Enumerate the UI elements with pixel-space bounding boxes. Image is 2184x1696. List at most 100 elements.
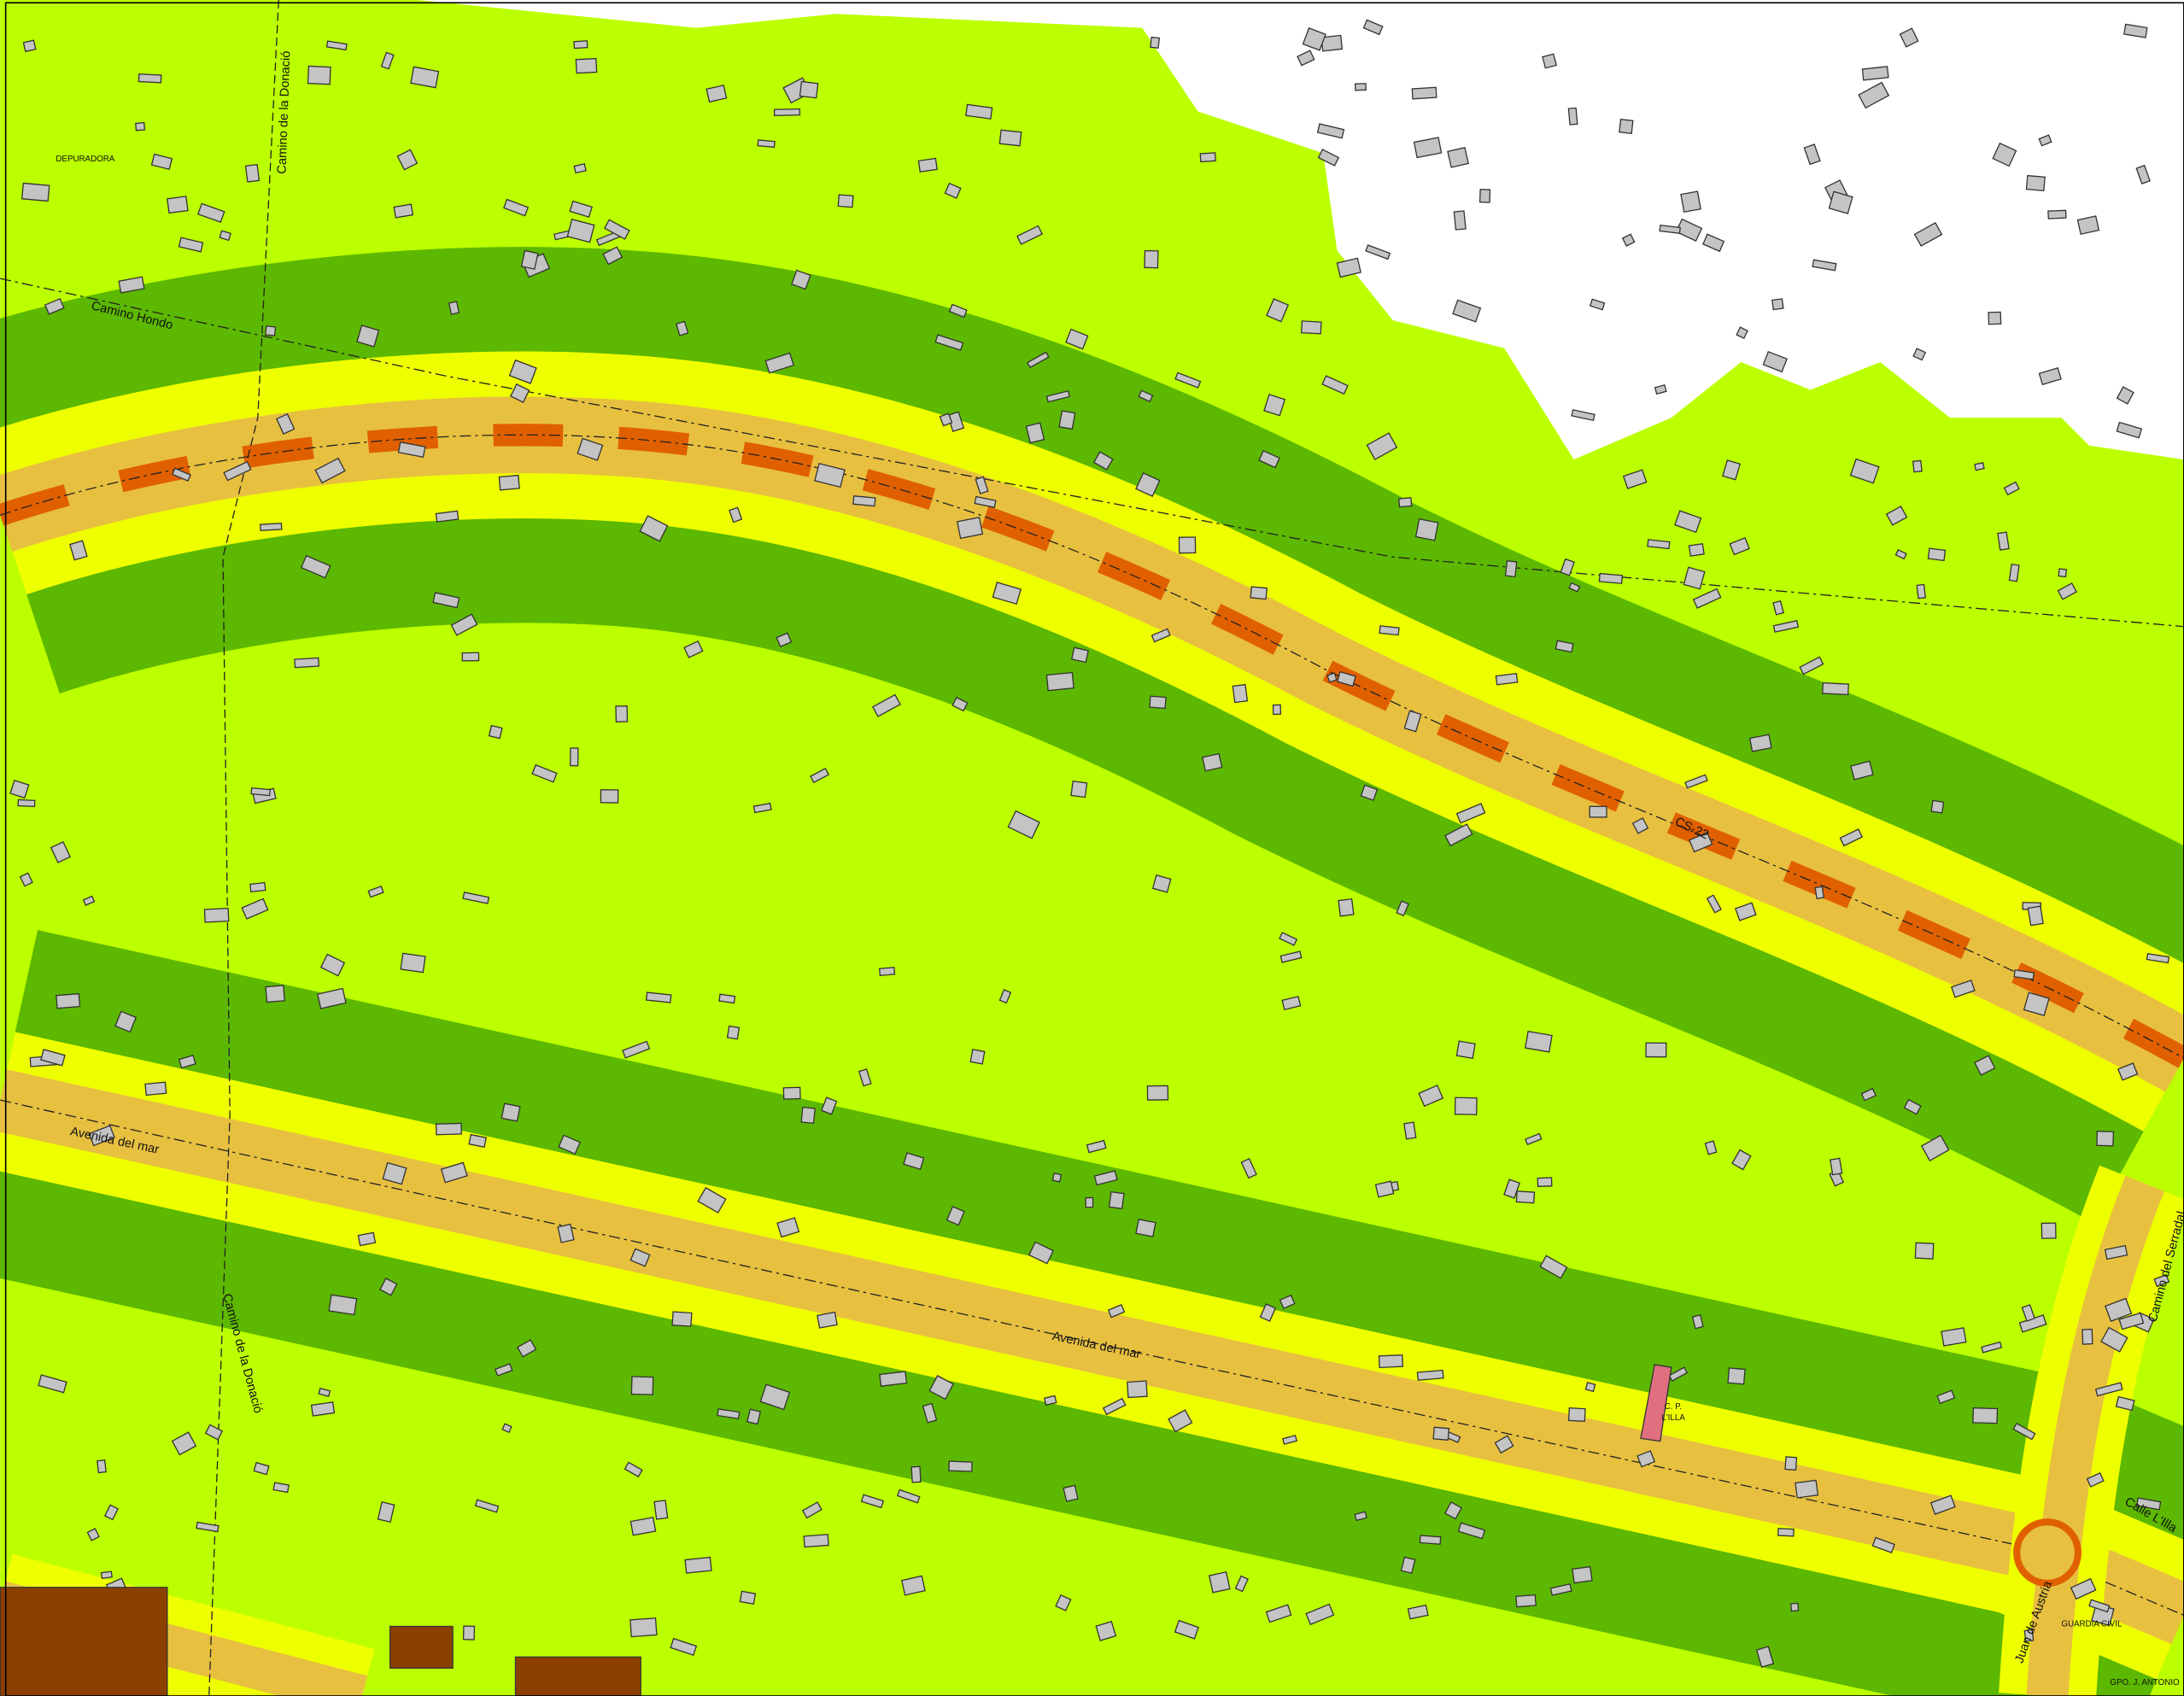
building [69, 540, 88, 561]
building [1668, 1366, 1689, 1382]
building [1144, 249, 1159, 269]
building [1051, 1173, 1063, 1183]
path [0, 278, 2184, 628]
building [56, 992, 81, 1009]
building [357, 1231, 377, 1247]
building [1930, 799, 1945, 814]
building [377, 1501, 395, 1523]
building [2047, 209, 2067, 219]
building [974, 495, 997, 508]
building [1992, 142, 2017, 167]
building [1443, 1501, 1463, 1520]
building [310, 1401, 336, 1417]
building [1317, 149, 1340, 167]
building [203, 907, 230, 923]
building [1731, 1149, 1752, 1171]
building [1326, 672, 1338, 683]
building [501, 1102, 521, 1122]
building [1688, 832, 1713, 853]
building [86, 1528, 100, 1541]
building [2116, 421, 2143, 439]
building [508, 359, 537, 384]
building [557, 1223, 575, 1243]
building [2086, 1471, 2105, 1488]
building [1504, 560, 1518, 578]
building [2116, 386, 2134, 405]
building [462, 892, 490, 904]
building [1444, 823, 1473, 847]
building [1027, 351, 1050, 369]
building [718, 993, 736, 1004]
building [1250, 586, 1268, 600]
building [799, 80, 819, 99]
building [1637, 1450, 1656, 1468]
building [1549, 1583, 1572, 1596]
building [1378, 1354, 1403, 1369]
building [1729, 536, 1750, 556]
building [1432, 1426, 1450, 1441]
building [328, 1294, 358, 1316]
building [764, 352, 794, 374]
building [1354, 83, 1367, 91]
building [1861, 66, 1889, 81]
building [1903, 1098, 1922, 1115]
building [307, 65, 331, 85]
building [566, 218, 595, 243]
building [2094, 1382, 2123, 1397]
building [1279, 950, 1303, 963]
building [1095, 1621, 1117, 1641]
building [2135, 164, 2151, 184]
building [1722, 459, 1742, 481]
building [1555, 640, 1574, 653]
building [393, 203, 414, 219]
building [1302, 27, 1326, 51]
building [1007, 810, 1040, 839]
building [1065, 328, 1089, 350]
building [1272, 704, 1282, 716]
building [1621, 233, 1636, 247]
building [20, 182, 50, 202]
building [1400, 1556, 1416, 1574]
building [615, 705, 629, 722]
building [951, 696, 969, 712]
building [2135, 1497, 2162, 1511]
building [1259, 1303, 1277, 1322]
building [910, 1465, 922, 1483]
building [653, 1500, 669, 1520]
building [135, 121, 146, 132]
building [1403, 1121, 1417, 1140]
building [495, 1363, 513, 1377]
building [1974, 462, 1985, 471]
building [852, 495, 876, 507]
building [1365, 244, 1391, 260]
building [573, 40, 588, 50]
building [1016, 225, 1044, 245]
building [1860, 1087, 1877, 1102]
building [1266, 298, 1290, 323]
building [1894, 549, 1907, 560]
building [118, 276, 145, 294]
building [1028, 1241, 1055, 1265]
building [782, 1086, 801, 1100]
building [2082, 1328, 2093, 1345]
building [1654, 383, 1667, 395]
building [397, 441, 426, 459]
building [82, 895, 96, 906]
building [1107, 1304, 1126, 1319]
building [1151, 874, 1172, 893]
building [319, 953, 346, 977]
building [1850, 760, 1874, 781]
building [1631, 817, 1649, 834]
building [2058, 568, 2068, 578]
building [1692, 588, 1722, 609]
building [300, 554, 331, 579]
building [917, 157, 938, 173]
building [757, 139, 776, 149]
building [2038, 366, 2062, 386]
building [817, 1311, 838, 1329]
building [1822, 681, 1849, 696]
building [1622, 469, 1648, 489]
building [379, 1278, 398, 1296]
building [150, 153, 173, 171]
place-label: L'ILLA [1661, 1413, 1685, 1423]
